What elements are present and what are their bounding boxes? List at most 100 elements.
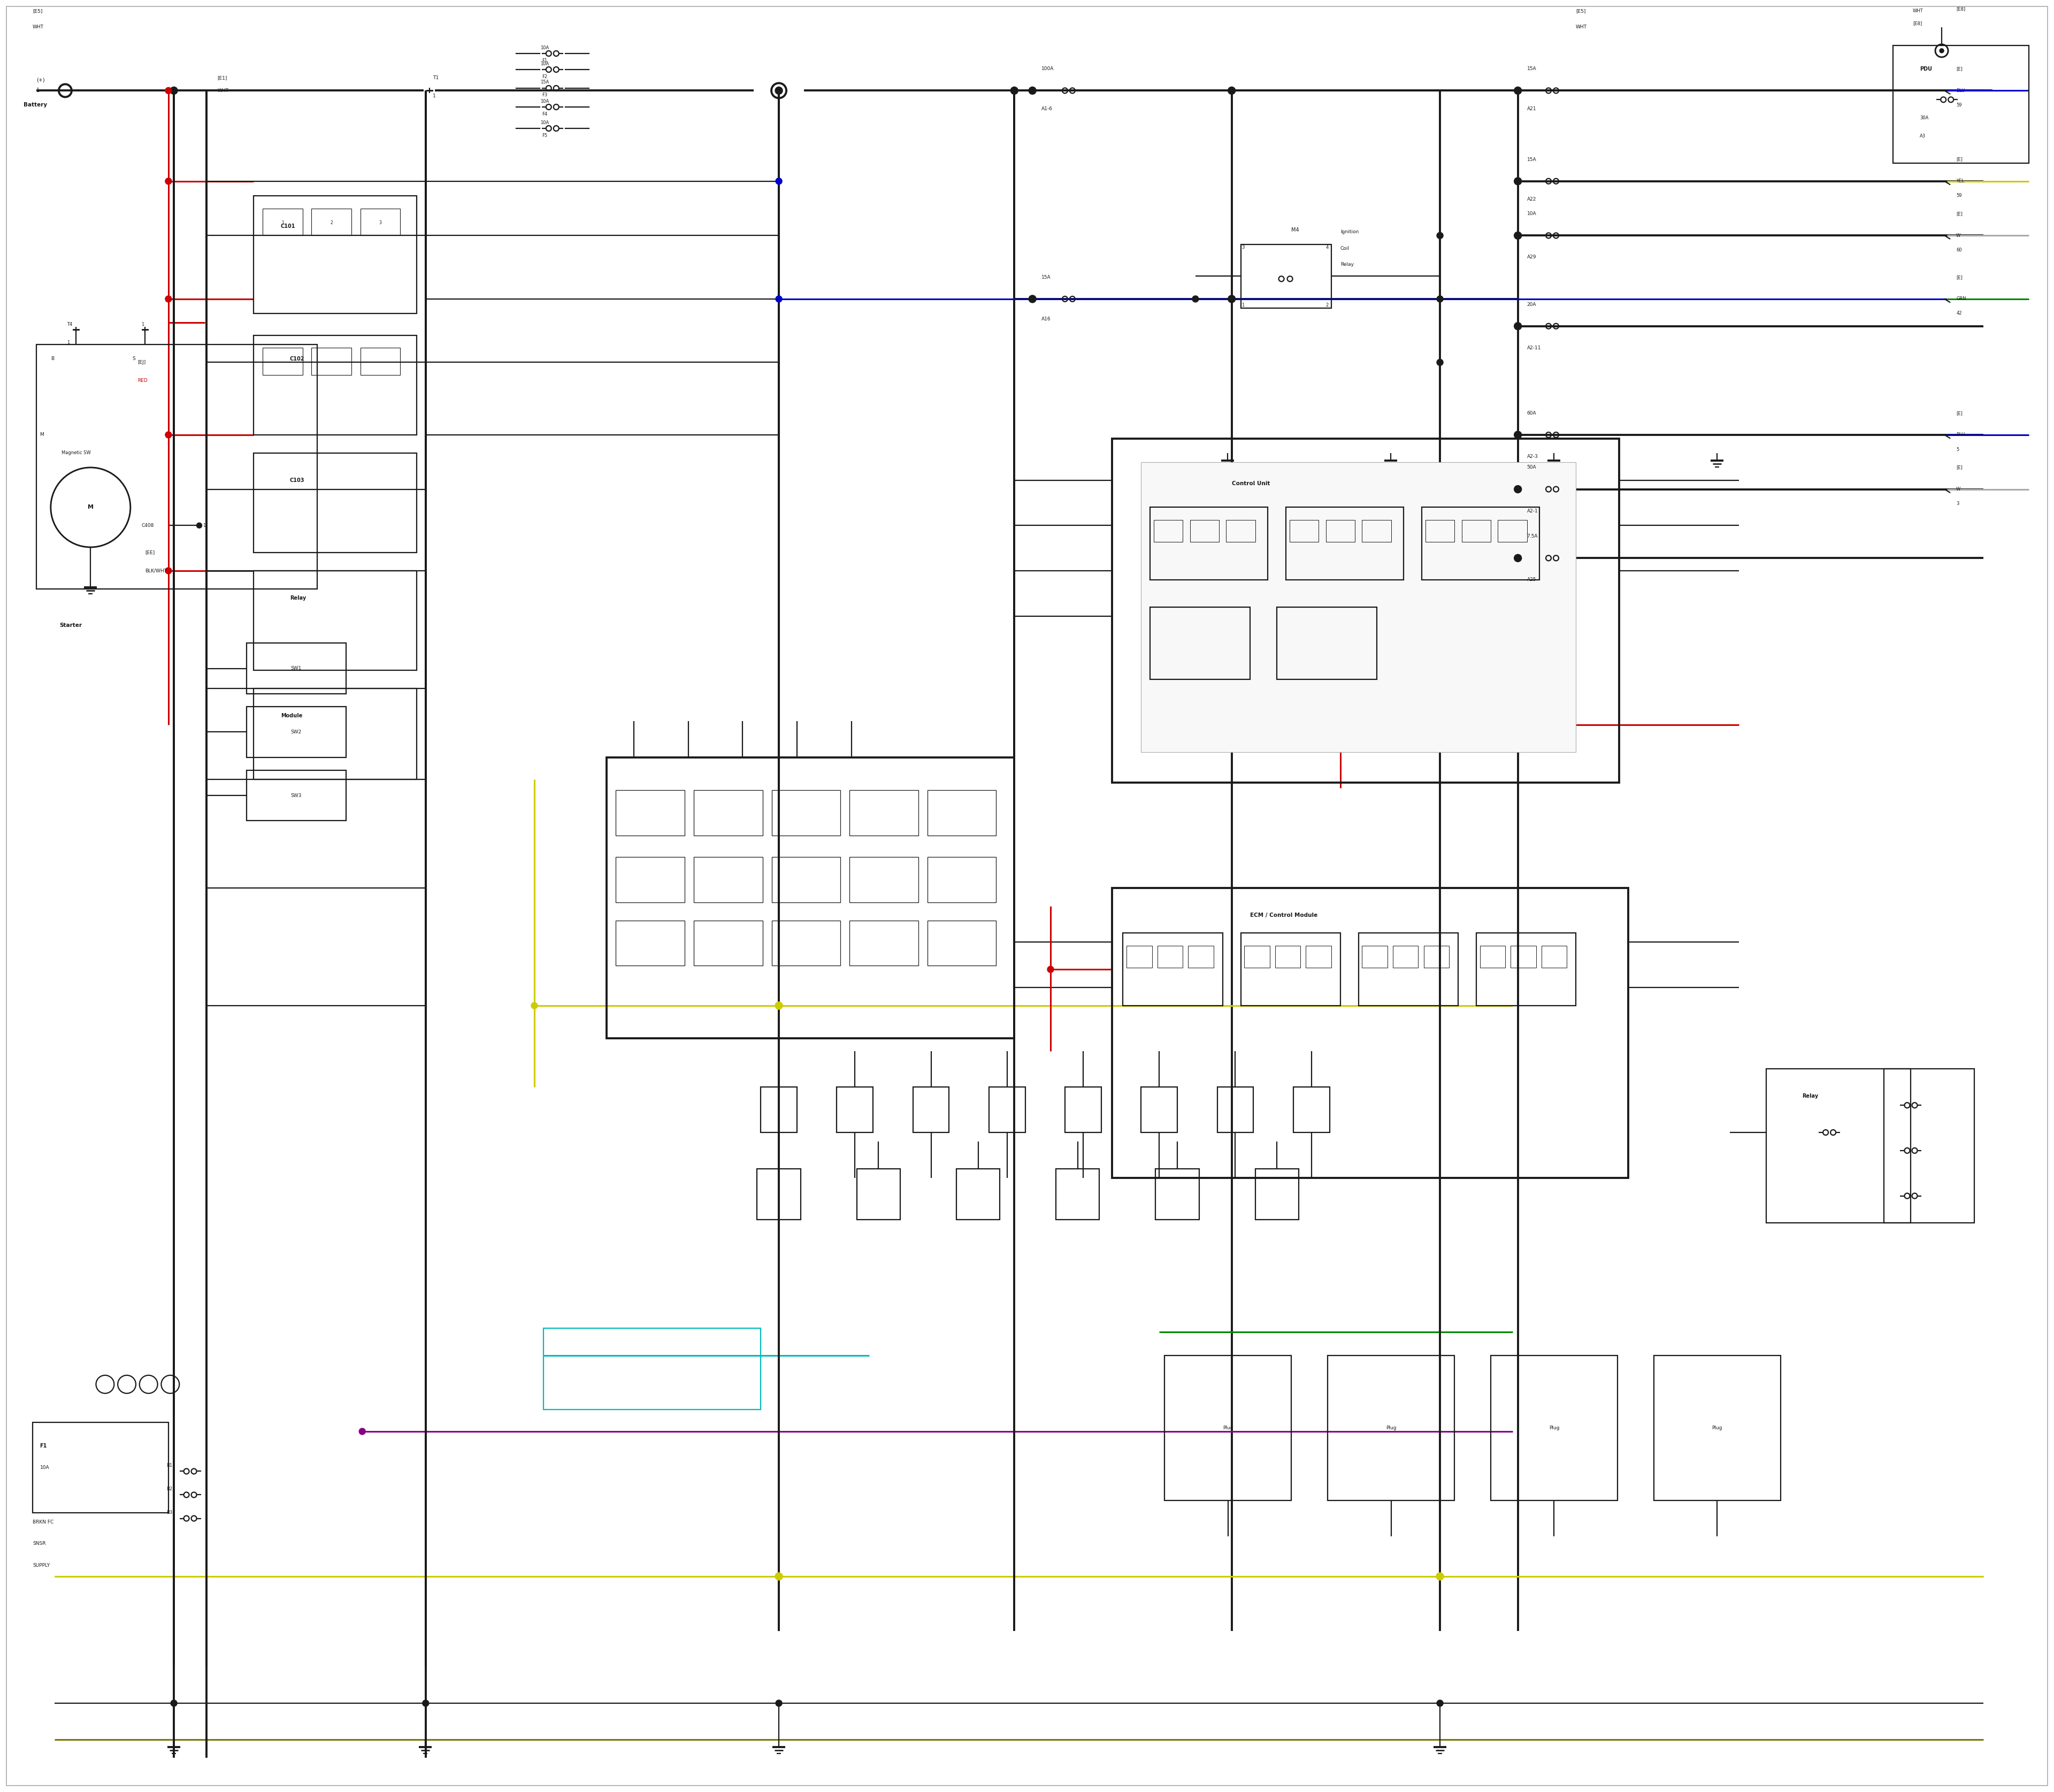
Circle shape — [1228, 296, 1234, 303]
Bar — [850, 921, 918, 966]
Circle shape — [1029, 296, 1035, 303]
Circle shape — [1011, 86, 1019, 95]
Bar — [253, 335, 417, 435]
Circle shape — [1436, 1573, 1444, 1581]
Bar — [544, 1328, 760, 1410]
Text: W: W — [1955, 487, 1962, 491]
Text: B1: B1 — [166, 1462, 173, 1468]
Bar — [694, 857, 762, 903]
Circle shape — [1514, 86, 1522, 95]
Text: A29: A29 — [1526, 254, 1536, 260]
Circle shape — [1939, 48, 1943, 54]
Bar — [616, 921, 684, 966]
Text: A16: A16 — [1041, 317, 1052, 321]
Text: [E8]: [E8] — [1912, 22, 1923, 25]
Text: M: M — [39, 432, 43, 437]
Bar — [263, 208, 302, 235]
Bar — [1393, 946, 1417, 968]
Bar — [1150, 507, 1267, 581]
Text: Coil: Coil — [1341, 246, 1349, 251]
Bar — [1124, 934, 1222, 1005]
Text: 2: 2 — [1327, 303, 1329, 308]
Bar — [1894, 45, 2029, 163]
Circle shape — [1436, 358, 1444, 366]
Text: [E]: [E] — [1955, 410, 1962, 416]
Text: F4: F4 — [542, 111, 546, 116]
Bar — [1327, 1355, 1454, 1500]
Bar — [1306, 946, 1331, 968]
Text: C103: C103 — [290, 477, 304, 482]
Bar — [263, 348, 302, 375]
Text: 15A: 15A — [1526, 158, 1536, 161]
Bar — [1884, 1070, 1974, 1224]
Text: [E]: [E] — [1955, 66, 1962, 72]
Text: [EE]: [EE] — [146, 550, 154, 556]
Circle shape — [1514, 231, 1522, 240]
Circle shape — [170, 86, 177, 95]
Text: 1: 1 — [203, 523, 205, 529]
Text: A22: A22 — [1526, 197, 1536, 202]
Circle shape — [1514, 323, 1522, 330]
Text: A2-11: A2-11 — [1526, 346, 1540, 349]
Text: [EJ]: [EJ] — [138, 360, 146, 366]
Bar — [1156, 946, 1183, 968]
Circle shape — [164, 432, 173, 437]
Text: 4: 4 — [1327, 246, 1329, 249]
Circle shape — [164, 88, 173, 93]
Text: M4: M4 — [1292, 228, 1298, 233]
Circle shape — [776, 88, 781, 93]
Bar — [1358, 934, 1458, 1005]
Bar — [758, 1168, 801, 1219]
Text: Plug: Plug — [1711, 1425, 1723, 1430]
Bar — [772, 857, 840, 903]
Bar — [1510, 946, 1536, 968]
Text: S: S — [131, 357, 136, 362]
Bar — [1128, 946, 1152, 968]
Text: A1-6: A1-6 — [1041, 106, 1052, 111]
Bar — [1462, 520, 1491, 541]
Text: 3: 3 — [1243, 246, 1245, 249]
Text: 10A: 10A — [540, 120, 548, 125]
Text: SW1: SW1 — [292, 667, 302, 670]
Text: B2: B2 — [166, 1487, 173, 1491]
Circle shape — [359, 1428, 366, 1435]
Text: ECM / Control Module: ECM / Control Module — [1249, 912, 1317, 918]
Circle shape — [776, 1701, 783, 1706]
Circle shape — [1514, 486, 1522, 493]
Circle shape — [1436, 296, 1444, 303]
Text: Magnetic SW: Magnetic SW — [62, 450, 90, 455]
Circle shape — [1514, 177, 1522, 185]
Text: [E]: [E] — [1955, 158, 1962, 161]
Text: SUPPLY: SUPPLY — [33, 1563, 49, 1568]
Bar — [37, 344, 316, 590]
Text: WHT: WHT — [33, 25, 43, 30]
Text: Relay: Relay — [290, 595, 306, 600]
Text: 1: 1 — [142, 323, 144, 326]
Bar — [1294, 1088, 1329, 1133]
Bar — [312, 348, 351, 375]
Text: [E5]: [E5] — [1575, 9, 1586, 13]
Text: Plug: Plug — [1549, 1425, 1559, 1430]
Text: 100A: 100A — [1041, 66, 1054, 72]
Bar — [1423, 946, 1448, 968]
Bar — [253, 572, 417, 670]
Text: 60A: 60A — [1526, 410, 1536, 416]
Bar — [1111, 439, 1619, 783]
Bar — [1245, 946, 1269, 968]
Circle shape — [170, 1701, 177, 1706]
Circle shape — [774, 1573, 783, 1581]
Text: Module: Module — [281, 713, 302, 719]
Bar — [33, 1423, 168, 1512]
Bar — [1362, 946, 1386, 968]
Circle shape — [532, 1002, 538, 1009]
Bar — [1255, 1168, 1298, 1219]
Bar — [253, 453, 417, 552]
Bar — [312, 208, 351, 235]
Bar — [606, 758, 1015, 1038]
Bar — [616, 790, 684, 835]
Text: B3: B3 — [166, 1511, 173, 1514]
Text: 1: 1 — [68, 340, 70, 344]
Text: 1: 1 — [37, 88, 39, 93]
Text: T4: T4 — [68, 323, 72, 326]
Bar — [1479, 946, 1506, 968]
